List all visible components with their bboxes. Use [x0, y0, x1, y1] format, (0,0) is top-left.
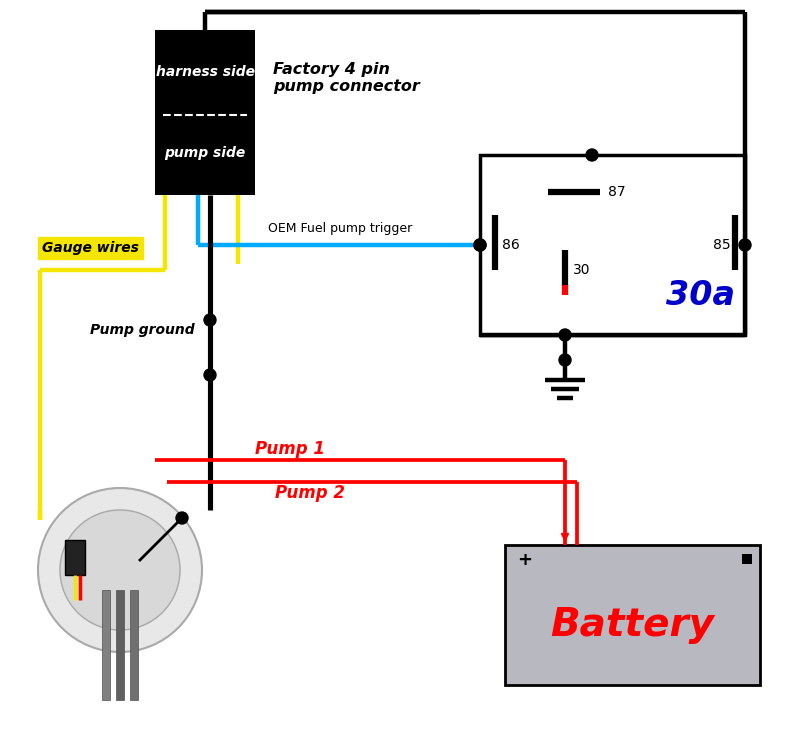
Text: Pump 2: Pump 2 [275, 484, 345, 502]
Bar [480, 155, 745, 335]
Circle shape [38, 488, 202, 652]
Text: pump side: pump side [164, 146, 246, 160]
Text: Pump 1: Pump 1 [255, 440, 325, 458]
Bar [155, 30, 255, 195]
Circle shape [586, 149, 598, 161]
Text: OEM Fuel pump trigger: OEM Fuel pump trigger [268, 222, 412, 235]
Circle shape [204, 369, 216, 381]
Bar [505, 545, 760, 685]
Text: Battery: Battery [550, 606, 714, 644]
Text: Factory 4 pin
pump connector: Factory 4 pin pump connector [273, 62, 420, 94]
Circle shape [60, 510, 180, 630]
Circle shape [204, 314, 216, 326]
Circle shape [474, 239, 486, 251]
Bar [742, 554, 752, 564]
Bar [130, 590, 138, 700]
Text: harness side: harness side [155, 65, 254, 79]
Text: 86: 86 [502, 238, 520, 252]
Bar [65, 540, 85, 575]
Circle shape [559, 329, 571, 341]
Circle shape [474, 239, 486, 251]
Circle shape [176, 512, 188, 524]
Bar [102, 590, 110, 700]
Text: +: + [518, 551, 533, 569]
Text: Pump ground: Pump ground [90, 323, 194, 337]
Circle shape [559, 354, 571, 366]
Bar [116, 590, 124, 700]
Text: 85: 85 [714, 238, 731, 252]
Text: 87: 87 [608, 185, 626, 199]
Circle shape [739, 239, 751, 251]
Text: 30a: 30a [666, 278, 734, 311]
Text: Gauge wires: Gauge wires [42, 241, 139, 255]
Text: 30: 30 [573, 263, 590, 277]
